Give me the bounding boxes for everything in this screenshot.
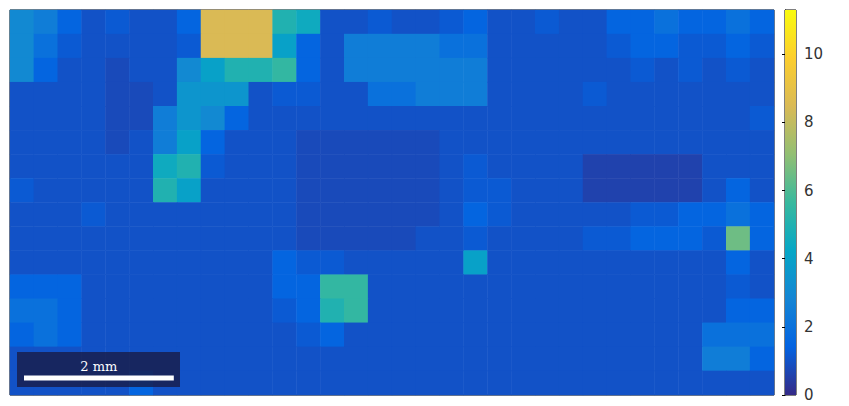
svg-text:2: 2 — [804, 318, 814, 336]
svg-text:2 mm: 2 mm — [80, 359, 117, 374]
svg-text:4: 4 — [804, 250, 814, 268]
svg-text:6: 6 — [804, 182, 814, 200]
svg-text:10: 10 — [804, 45, 823, 63]
svg-text:0: 0 — [804, 386, 814, 404]
svg-text:8: 8 — [804, 113, 814, 131]
